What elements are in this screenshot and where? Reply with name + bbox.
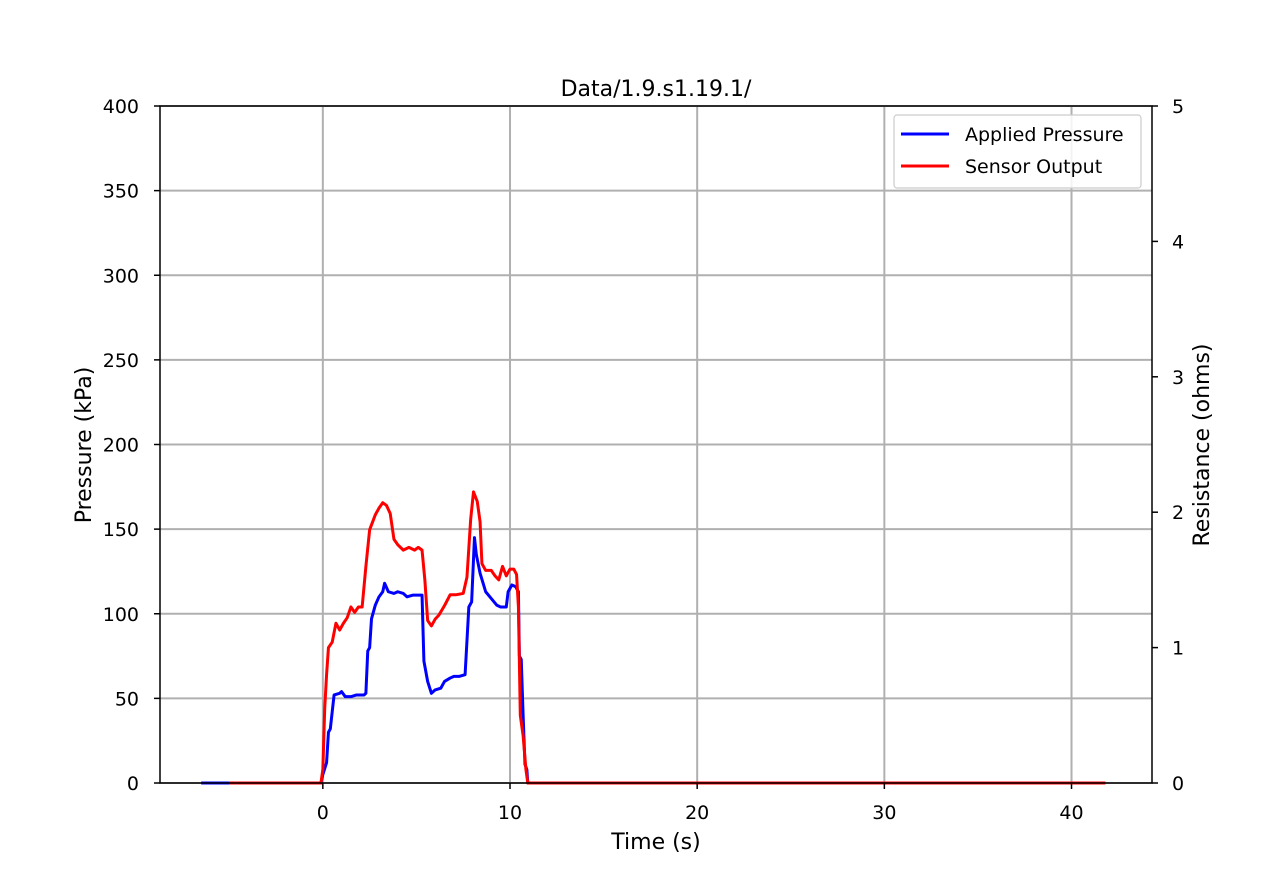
legend-label-applied-pressure: Applied Pressure: [965, 124, 1124, 146]
y2-tick-label: 5: [1172, 96, 1184, 118]
legend: Applied Pressure Sensor Output: [893, 114, 1142, 189]
axes-layer: [154, 105, 1158, 789]
y2-tick-label: 2: [1172, 502, 1184, 524]
y2-tick-label: 3: [1172, 367, 1184, 389]
x-tick-label: 30: [872, 802, 896, 824]
y-tick-label: 100: [103, 604, 139, 626]
y2-axis-title: Resistance (ohms): [1190, 343, 1215, 546]
x-tick-label: 20: [685, 802, 709, 824]
y-tick-label: 300: [103, 265, 139, 287]
y2-tick-label: 4: [1172, 231, 1184, 253]
grid-layer: [160, 105, 1152, 784]
x-tick-label: 0: [317, 802, 329, 824]
y-tick-label: 0: [127, 773, 139, 795]
y-tick-label: 250: [103, 350, 139, 372]
y2-tick-label: 0: [1172, 773, 1184, 795]
chart-title: Data/1.9.s1.19.1/: [561, 77, 752, 102]
y-tick-label: 200: [103, 435, 139, 457]
x-tick-label: 40: [1059, 802, 1083, 824]
y-tick-label: 50: [115, 688, 139, 710]
series-line-applied-pressure: [201, 536, 1106, 785]
series-layer: [201, 490, 1106, 785]
x-tick-label: 10: [498, 802, 522, 824]
y2-tick-label: 1: [1172, 638, 1184, 660]
y-tick-label: 400: [103, 96, 139, 118]
y-tick-label: 350: [103, 181, 139, 203]
y-tick-label: 150: [103, 519, 139, 541]
series-line-sensor-output: [229, 490, 1106, 785]
legend-label-sensor-output: Sensor Output: [965, 156, 1102, 178]
x-axis-title: Time (s): [610, 830, 700, 855]
legend-frame: [893, 114, 1142, 189]
y-axis-title: Pressure (kPa): [72, 367, 97, 524]
